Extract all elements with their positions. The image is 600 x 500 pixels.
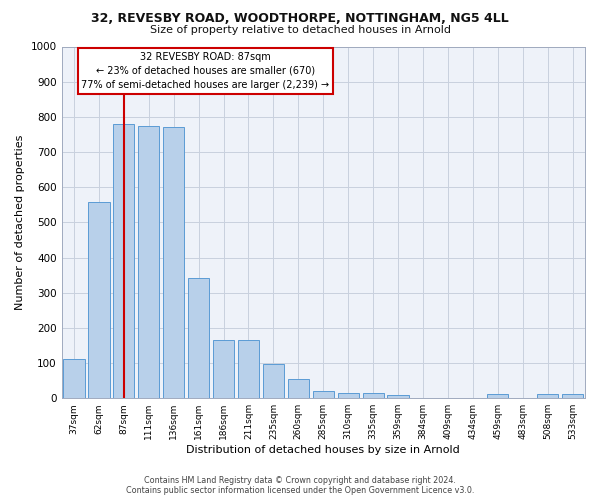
Text: Contains HM Land Registry data © Crown copyright and database right 2024.: Contains HM Land Registry data © Crown c… [144, 476, 456, 485]
Bar [313, 391, 334, 398]
Bar [113, 124, 134, 398]
Text: 32, REVESBY ROAD, WOODTHORPE, NOTTINGHAM, NG5 4LL: 32, REVESBY ROAD, WOODTHORPE, NOTTINGHAM… [91, 12, 509, 26]
Bar [64, 359, 85, 398]
Text: Contains public sector information licensed under the Open Government Licence v3: Contains public sector information licen… [126, 486, 474, 495]
Y-axis label: Number of detached properties: Number of detached properties [15, 134, 25, 310]
Bar [562, 394, 583, 398]
X-axis label: Distribution of detached houses by size in Arnold: Distribution of detached houses by size … [187, 445, 460, 455]
Bar [163, 128, 184, 398]
Bar [238, 340, 259, 398]
Bar [88, 202, 110, 398]
Bar [288, 379, 309, 398]
Bar [138, 126, 160, 398]
Bar [263, 364, 284, 398]
Text: Size of property relative to detached houses in Arnold: Size of property relative to detached ho… [149, 25, 451, 35]
Text: 32 REVESBY ROAD: 87sqm
← 23% of detached houses are smaller (670)
77% of semi-de: 32 REVESBY ROAD: 87sqm ← 23% of detached… [82, 52, 329, 90]
Bar [388, 394, 409, 398]
Bar [188, 278, 209, 398]
Bar [362, 393, 384, 398]
Bar [213, 340, 234, 398]
Bar [537, 394, 558, 398]
Bar [338, 393, 359, 398]
Bar [487, 394, 508, 398]
